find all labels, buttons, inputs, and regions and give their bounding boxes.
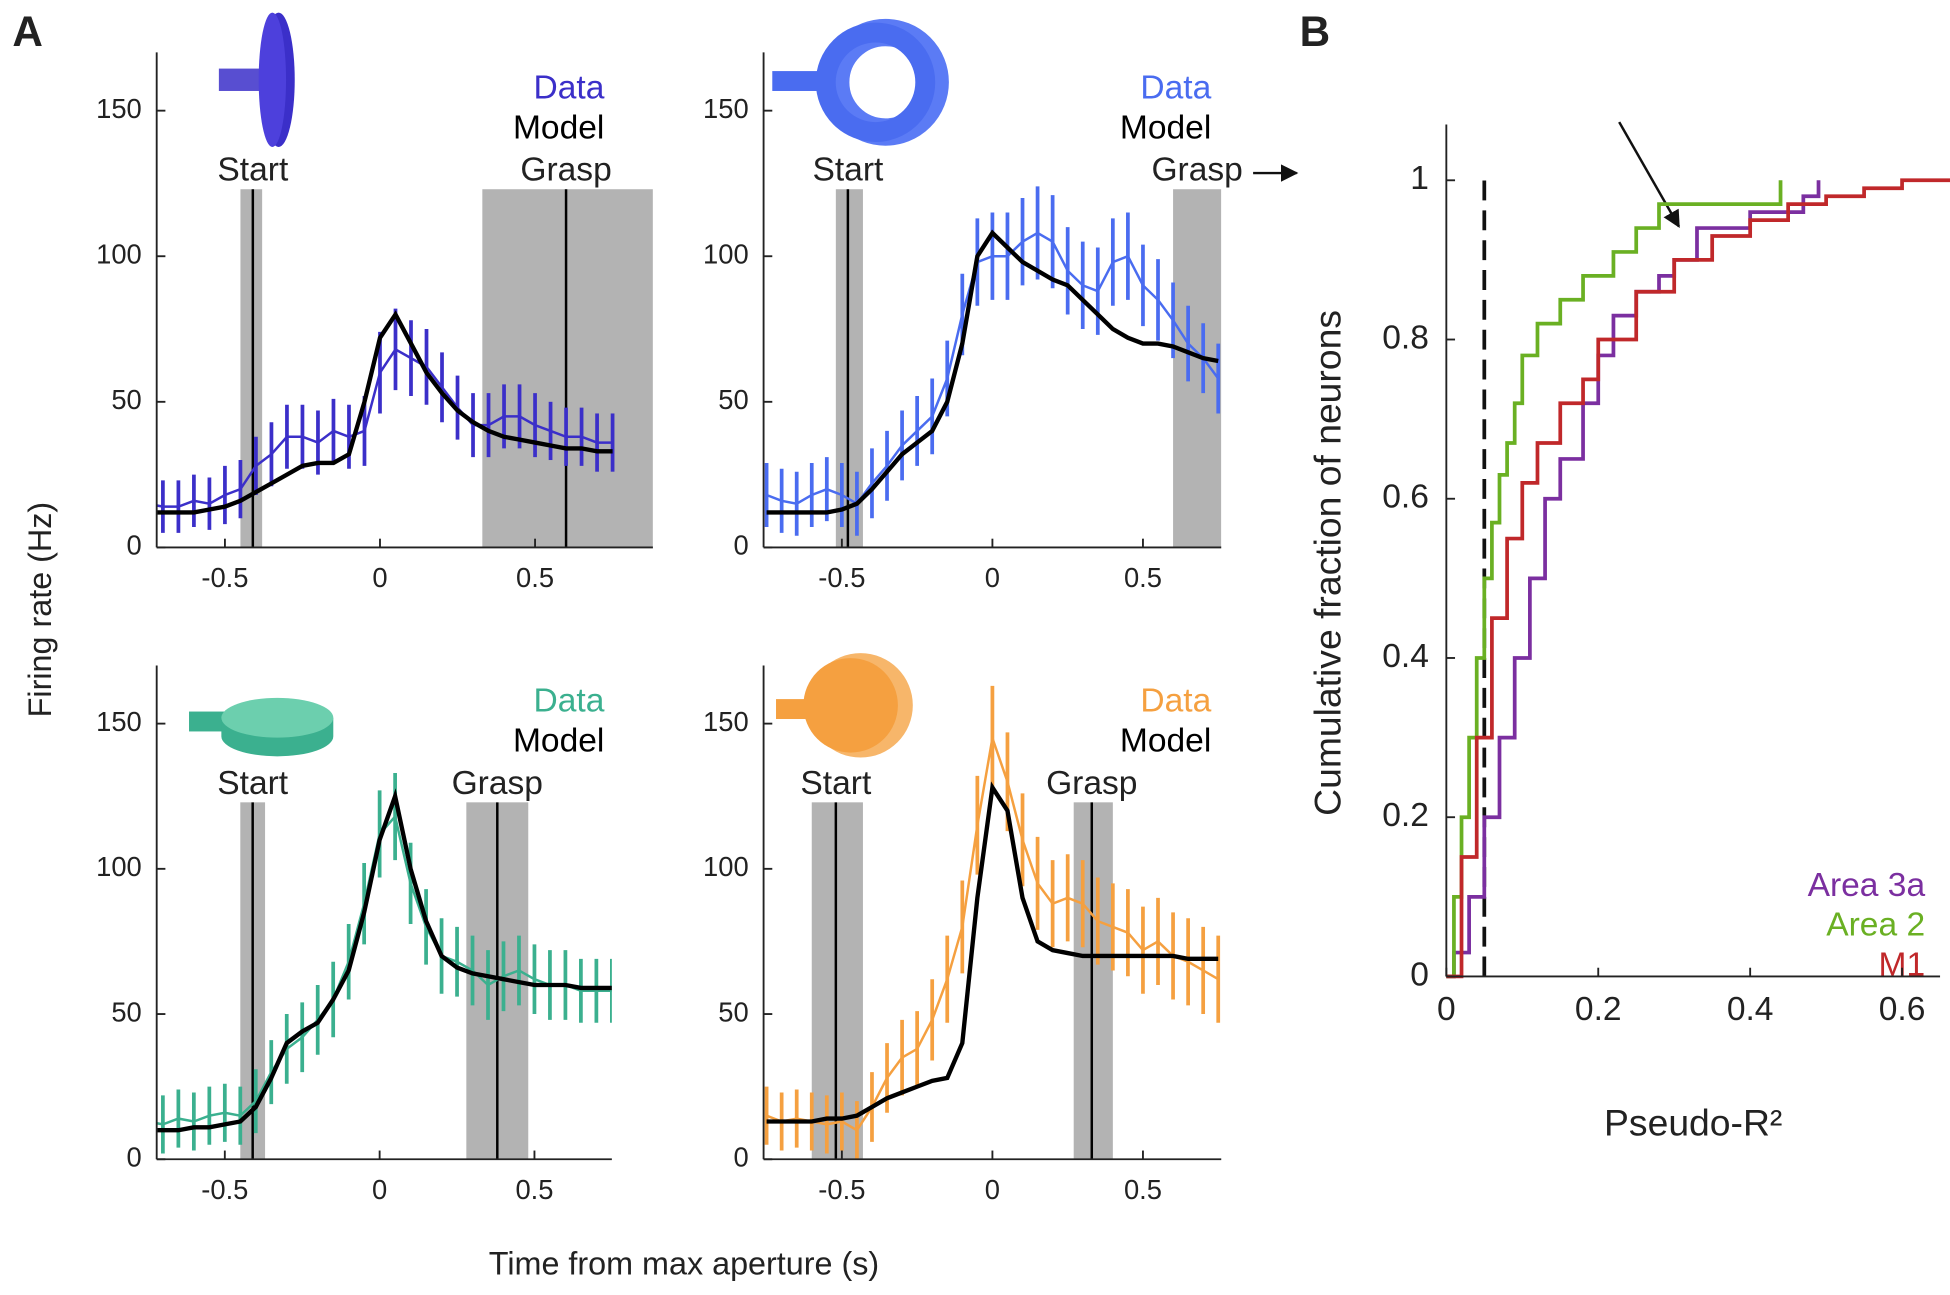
- event-label: Start: [217, 765, 289, 802]
- legend-entry: Data: [533, 70, 604, 107]
- event-label: Grasp: [1046, 765, 1137, 802]
- icon: [189, 697, 334, 757]
- x-tick-label: 0.5: [515, 1174, 553, 1205]
- y-tick-label: 100: [703, 851, 749, 882]
- x-tick-label: 0.4: [1727, 991, 1774, 1028]
- legend-entry: Model: [1120, 109, 1211, 146]
- x-tick-label: -0.5: [818, 562, 865, 593]
- event-label: Grasp: [520, 152, 611, 189]
- y-tick-label: 0.8: [1382, 319, 1429, 356]
- y-tick-label: 0: [733, 1141, 748, 1172]
- panel-label: B: [1300, 8, 1331, 55]
- event-label: Start: [812, 152, 884, 189]
- icon: [218, 12, 295, 147]
- model-line: [766, 781, 1219, 1124]
- x-tick-label: -0.5: [201, 1174, 248, 1205]
- x-tick-label: 0: [985, 1174, 1000, 1205]
- y-tick-label: 0.2: [1382, 797, 1429, 834]
- plot-area: [764, 186, 1222, 548]
- x-tick-label: 0.6: [1879, 991, 1926, 1028]
- legend-entry: Model: [513, 109, 604, 146]
- y-tick-label: 1: [1410, 160, 1429, 197]
- y-tick-label: 0.4: [1382, 638, 1429, 675]
- x-tick-label: 0: [372, 562, 387, 593]
- plot-area: [764, 685, 1221, 1160]
- y-tick-label: 50: [718, 996, 748, 1027]
- plot-area: [156, 772, 612, 1160]
- y-tick-label: 150: [703, 706, 749, 737]
- event-band: [1073, 802, 1113, 1160]
- x-tick-label: -0.5: [818, 1174, 865, 1205]
- icon: [776, 653, 913, 758]
- legend-entry: Data: [1140, 70, 1211, 107]
- event-label: Start: [217, 152, 289, 189]
- x-tick-label: 0.5: [516, 562, 554, 593]
- legend-entry: Data: [533, 683, 604, 720]
- y-tick-label: 50: [718, 384, 748, 415]
- event-band: [811, 802, 863, 1160]
- y-tick-label: 150: [96, 93, 142, 124]
- legend-entry: Model: [513, 723, 604, 760]
- data-line: [156, 347, 613, 508]
- plot-area: [156, 189, 653, 548]
- y-tick-label: 0: [127, 1141, 142, 1172]
- legend-entry: Data: [1140, 683, 1211, 720]
- x-axis-label: Pseudo-R²: [1604, 1102, 1782, 1144]
- panel-label: A: [12, 8, 43, 55]
- y-axis-label: Firing rate (Hz): [22, 502, 58, 718]
- y-tick-label: 0: [1410, 956, 1429, 993]
- x-tick-label: 0: [1437, 991, 1456, 1028]
- y-axis-label: Cumulative fraction of neurons: [1307, 310, 1349, 816]
- model-line: [156, 310, 613, 515]
- event-label: Grasp: [1151, 152, 1242, 189]
- x-tick-label: 0.2: [1575, 991, 1622, 1028]
- y-tick-label: 150: [703, 93, 749, 124]
- y-tick-label: 150: [96, 706, 142, 737]
- legend-entry: Area 3a: [1808, 867, 1926, 904]
- annotation-arrow: [1618, 121, 1680, 229]
- y-tick-label: 100: [96, 238, 142, 269]
- cdf-line: [1446, 178, 1950, 979]
- event-band: [1173, 189, 1222, 548]
- y-tick-label: 0: [127, 530, 142, 561]
- x-tick-label: 0: [985, 562, 1000, 593]
- x-tick-label: 0: [372, 1174, 387, 1205]
- x-tick-label: 0.5: [1124, 562, 1162, 593]
- cdf-line: [1446, 180, 1783, 979]
- legend-entry: M1: [1879, 946, 1926, 983]
- y-tick-label: 50: [111, 996, 141, 1027]
- y-tick-label: 100: [96, 851, 142, 882]
- x-tick-label: -0.5: [201, 562, 248, 593]
- data-line: [766, 231, 1220, 506]
- data-line: [766, 737, 1219, 1132]
- icon: [772, 18, 949, 146]
- y-tick-label: 0.6: [1382, 479, 1429, 516]
- x-tick-label: 0.5: [1124, 1174, 1162, 1205]
- y-tick-label: 0: [733, 530, 748, 561]
- x-axis-label: Time from max aperture (s): [489, 1246, 879, 1282]
- y-tick-label: 50: [111, 384, 141, 415]
- event-band: [482, 189, 653, 548]
- model-line: [156, 788, 612, 1133]
- legend-entry: Model: [1120, 723, 1211, 760]
- legend-entry: Area 2: [1826, 907, 1925, 944]
- cdf-line: [1446, 180, 1821, 979]
- model-line: [766, 229, 1219, 515]
- y-tick-label: 100: [703, 238, 749, 269]
- event-label: Grasp: [452, 765, 543, 802]
- event-label: Start: [800, 765, 872, 802]
